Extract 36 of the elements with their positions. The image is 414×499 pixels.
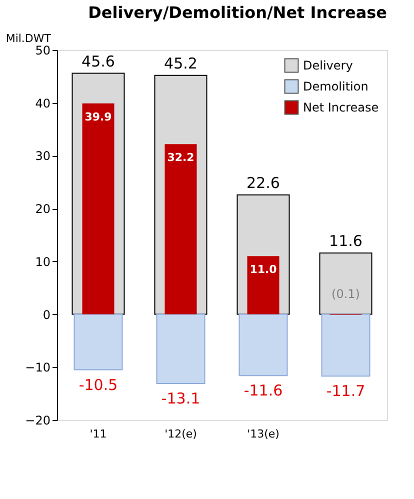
data-label: -10.5 <box>78 376 118 394</box>
chart-title: Delivery/Demolition/Net Increase <box>88 3 388 22</box>
x-tick-label: '12(e) <box>164 428 197 440</box>
data-label: 11.0 <box>250 263 278 276</box>
y-tick-label: −20 <box>25 414 50 428</box>
y-tick-label: 10 <box>35 254 50 269</box>
data-label: -13.1 <box>161 390 200 408</box>
bar <box>247 256 280 314</box>
data-label: 22.6 <box>246 174 280 192</box>
y-tick-label: 50 <box>35 44 50 58</box>
y-tick-label: 30 <box>35 149 50 164</box>
data-label: (0.1) <box>332 286 360 301</box>
data-label: 32.2 <box>167 151 194 164</box>
data-label: 45.6 <box>82 52 115 70</box>
data-label: 45.2 <box>164 54 198 72</box>
bar <box>321 314 370 377</box>
bar <box>82 103 114 314</box>
legend-label: Demolition <box>303 80 368 94</box>
bar <box>74 314 123 370</box>
bar <box>319 252 372 315</box>
x-tick-label: '13(e) <box>247 428 280 440</box>
legend-label: Delivery <box>303 58 353 72</box>
legend-label: Net Increase <box>303 100 379 114</box>
y-tick-label: −10 <box>25 360 50 375</box>
bar <box>238 314 288 376</box>
data-label: 11.6 <box>329 232 362 250</box>
x-tick-label: '11 <box>90 428 107 440</box>
data-label: 39.9 <box>84 110 112 124</box>
bar <box>156 314 206 384</box>
data-label: -11.6 <box>244 382 283 400</box>
y-tick-label: 20 <box>35 202 50 216</box>
bar <box>164 144 197 314</box>
data-label: -11.7 <box>326 382 366 400</box>
y-tick-label: 0 <box>42 308 50 322</box>
y-tick-label: 40 <box>35 96 50 110</box>
y-axis-title: Mil.DWT <box>6 32 52 45</box>
